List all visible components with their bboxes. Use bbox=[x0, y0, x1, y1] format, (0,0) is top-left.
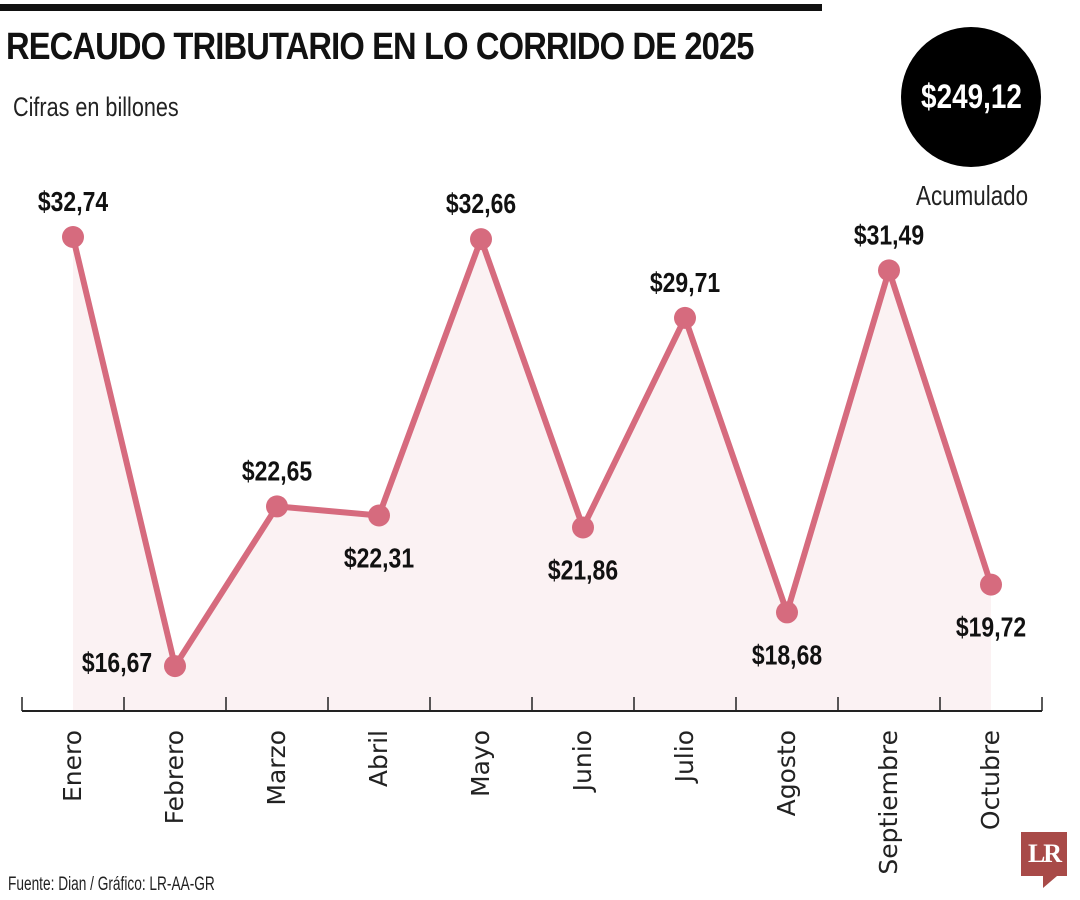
x-tick-label: Junio bbox=[568, 730, 597, 793]
data-label: $31,49 bbox=[854, 220, 924, 251]
x-tick-label: Septiembre bbox=[874, 730, 903, 875]
data-label: $18,68 bbox=[752, 640, 822, 671]
data-point bbox=[674, 306, 696, 329]
data-point bbox=[980, 573, 1002, 596]
data-point bbox=[878, 259, 900, 282]
x-tick-label: Mayo bbox=[466, 730, 495, 797]
data-point bbox=[368, 504, 390, 527]
lr-logo-text: LR bbox=[1027, 839, 1062, 868]
chart-subtitle: Cifras en billones bbox=[13, 92, 179, 122]
data-label: $21,86 bbox=[548, 555, 618, 586]
total-label: Acumulado bbox=[916, 180, 1029, 211]
x-tick-label: Julio bbox=[670, 730, 699, 784]
data-label: $19,72 bbox=[956, 613, 1026, 644]
source-note: Fuente: Dian / Gráfico: LR-AA-GR bbox=[8, 874, 215, 895]
x-tick-label: Octubre bbox=[976, 730, 1005, 830]
data-label: $22,65 bbox=[242, 456, 312, 487]
lr-logo: LR bbox=[1021, 832, 1067, 888]
area-fill bbox=[73, 237, 991, 711]
data-label: $16,67 bbox=[82, 648, 152, 679]
data-point bbox=[470, 228, 492, 251]
data-label: $32,74 bbox=[38, 187, 109, 218]
chart-title: RECAUDO TRIBUTARIO EN LO CORRIDO DE 2025 bbox=[6, 26, 754, 68]
data-label: $29,71 bbox=[650, 268, 720, 299]
data-label: $32,66 bbox=[446, 189, 516, 220]
x-tick-label: Abril bbox=[364, 730, 393, 787]
total-badge: $249,12 bbox=[901, 27, 1041, 167]
data-point bbox=[266, 495, 288, 518]
x-tick-label: Marzo bbox=[262, 730, 291, 806]
data-label: $22,31 bbox=[344, 543, 414, 574]
data-point bbox=[164, 655, 186, 678]
series-line bbox=[70, 236, 994, 670]
data-point bbox=[776, 601, 798, 624]
x-tick-label: Febrero bbox=[160, 730, 189, 824]
x-tick-label: Agosto bbox=[772, 730, 801, 816]
x-tick-label: Enero bbox=[58, 730, 87, 802]
total-value: $249,12 bbox=[920, 77, 1022, 116]
data-point bbox=[572, 516, 594, 539]
data-point bbox=[62, 226, 84, 248]
top-rule bbox=[0, 4, 822, 11]
